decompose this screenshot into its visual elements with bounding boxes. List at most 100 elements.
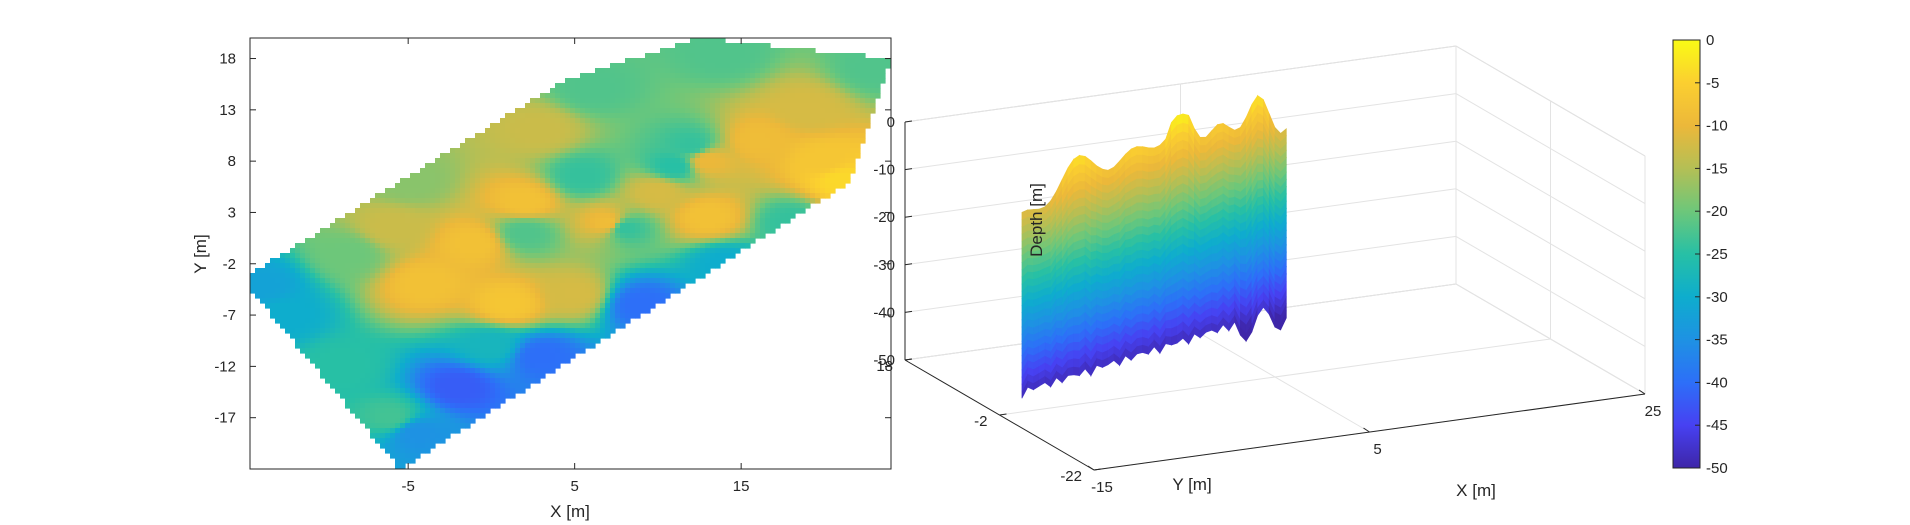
depth-map-cell: [735, 98, 741, 104]
depth-map-cell: [535, 233, 541, 239]
depth-map-cell: [460, 213, 466, 219]
depth-map-cell: [390, 268, 396, 274]
depth-map-cell: [790, 123, 796, 129]
depth-map-cell: [495, 278, 501, 284]
depth-map-cell: [630, 233, 636, 239]
depth-map-cell: [355, 333, 361, 339]
depth-map-cell: [395, 248, 401, 254]
depth-map-cell: [785, 193, 791, 199]
depth-map-cell: [595, 158, 601, 164]
depth-map-cell: [525, 328, 531, 334]
depth-map-cell: [695, 248, 701, 254]
depth-map-cell: [335, 343, 341, 349]
depth-map-cell: [475, 343, 481, 349]
depth-map-cell: [590, 128, 596, 134]
depth-map-cell: [545, 258, 551, 264]
depth-map-cell: [475, 218, 481, 224]
depth-map-cell: [410, 383, 416, 389]
depth-map-cell: [325, 353, 331, 359]
depth-map-cell: [595, 298, 601, 304]
depth-map-cell: [660, 263, 666, 269]
depth-map-cell: [410, 413, 416, 419]
depth-map-cell: [675, 43, 681, 49]
depth-map-cell: [580, 313, 586, 319]
depth-map-cell: [325, 248, 331, 254]
depth-map-cell: [370, 408, 376, 414]
depth-map-cell: [375, 258, 381, 264]
depth-map-cell: [380, 233, 386, 239]
depth-map-cell: [545, 243, 551, 249]
depth-map-cell: [640, 158, 646, 164]
depth-map-cell: [280, 318, 286, 324]
depth-map-cell: [595, 228, 601, 234]
depth-map-cell: [550, 108, 556, 114]
depth-map-cell: [665, 198, 671, 204]
depth-map-cell: [530, 183, 536, 189]
depth-map-cell: [420, 358, 426, 364]
depth-map-cell: [465, 203, 471, 209]
depth-map-cell: [435, 253, 441, 259]
depth-map-cell: [570, 268, 576, 274]
depth-map-cell: [715, 93, 721, 99]
depth-map-cell: [295, 343, 301, 349]
depth-map-cell: [590, 258, 596, 264]
depth-map-cell: [540, 368, 546, 374]
depth-map-cell: [490, 213, 496, 219]
depth-map-cell: [375, 378, 381, 384]
depth-map-cell: [430, 308, 436, 314]
depth-map-cell: [585, 178, 591, 184]
depth-map-cell: [760, 98, 766, 104]
depth-map-cell: [610, 203, 616, 209]
depth-map-cell: [730, 148, 736, 154]
depth-map-cell: [360, 348, 366, 354]
depth-map-cell: [690, 53, 696, 59]
depth-map-cell: [705, 123, 711, 129]
depth-map-cell: [655, 123, 661, 129]
depth-map-cell: [410, 233, 416, 239]
depth-map-cell: [490, 398, 496, 404]
depth-map-cell: [720, 88, 726, 94]
depth-map-cell: [665, 138, 671, 144]
depth-map-cell: [520, 163, 526, 169]
depth-map-cell: [600, 93, 606, 99]
depth-map-cell: [595, 113, 601, 119]
depth-map-cell: [585, 308, 591, 314]
depth-map-cell: [355, 268, 361, 274]
depth-map-cell: [495, 268, 501, 274]
depth-map-cell: [545, 178, 551, 184]
depth-map-cell: [700, 218, 706, 224]
depth-map-cell: [510, 148, 516, 154]
depth-map-cell: [375, 353, 381, 359]
depth-map-cell: [300, 258, 306, 264]
depth-map-cell: [265, 288, 271, 294]
depth-map-cell: [310, 343, 316, 349]
depth-map-cell: [300, 333, 306, 339]
depth-map-cell: [695, 83, 701, 89]
depth-map-cell: [430, 193, 436, 199]
depth-map-cell: [555, 273, 561, 279]
depth-map-cell: [610, 168, 616, 174]
depth-map-cell: [300, 273, 306, 279]
depth-map-cell: [495, 308, 501, 314]
depth-map-cell: [390, 348, 396, 354]
depth-map-cell: [445, 248, 451, 254]
depth-map-cell: [695, 193, 701, 199]
depth-map-cell: [405, 233, 411, 239]
depth-map-cell: [365, 238, 371, 244]
depth-map-cell: [585, 333, 591, 339]
depth-map-cell: [560, 328, 566, 334]
depth-map-cell: [615, 213, 621, 219]
depth-map-cell: [485, 353, 491, 359]
depth-map-cell: [740, 173, 746, 179]
depth-map-cell: [455, 203, 461, 209]
depth-map-cell: [385, 438, 391, 444]
depth-map-cell: [640, 273, 646, 279]
depth-map-cell: [595, 73, 601, 79]
depth-map-cell: [330, 263, 336, 269]
depth-map-cell: [505, 258, 511, 264]
depth-map-cell: [345, 373, 351, 379]
depth-map-cell: [575, 308, 581, 314]
depth-map-cell: [630, 288, 636, 294]
depth-map-cell: [470, 283, 476, 289]
depth-map-cell: [515, 118, 521, 124]
